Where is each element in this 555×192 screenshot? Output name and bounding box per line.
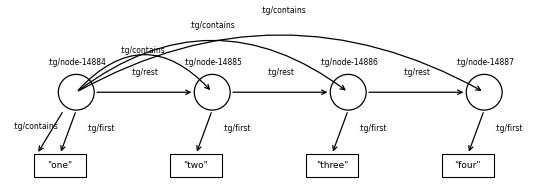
Text: :tg/first: :tg/first [222,124,250,133]
FancyBboxPatch shape [34,154,86,177]
FancyBboxPatch shape [306,154,358,177]
Text: :tg/contains: :tg/contains [260,6,306,15]
Text: :tg/contains: :tg/contains [13,122,58,131]
FancyBboxPatch shape [170,154,222,177]
Text: "three": "three" [316,161,348,170]
Text: "four": "four" [455,161,481,170]
Text: :tg/node-14886: :tg/node-14886 [319,58,377,67]
Text: :tg/first: :tg/first [494,124,522,133]
Text: :tg/first: :tg/first [86,124,114,133]
Text: :tg/rest: :tg/rest [266,68,294,77]
Text: "two": "two" [184,161,208,170]
Text: "one": "one" [47,161,73,170]
Text: :tg/contains: :tg/contains [119,46,164,55]
Text: :tg/rest: :tg/rest [402,68,430,77]
Text: :tg/contains: :tg/contains [189,21,235,30]
FancyBboxPatch shape [442,154,494,177]
Text: :tg/node-14885: :tg/node-14885 [183,58,241,67]
Text: :tg/node-14884: :tg/node-14884 [47,58,105,67]
Ellipse shape [194,74,230,110]
Ellipse shape [466,74,502,110]
Text: :tg/first: :tg/first [358,124,386,133]
Ellipse shape [330,74,366,110]
Text: :tg/rest: :tg/rest [130,68,158,77]
Text: :tg/node-14887: :tg/node-14887 [455,58,513,67]
Ellipse shape [58,74,94,110]
